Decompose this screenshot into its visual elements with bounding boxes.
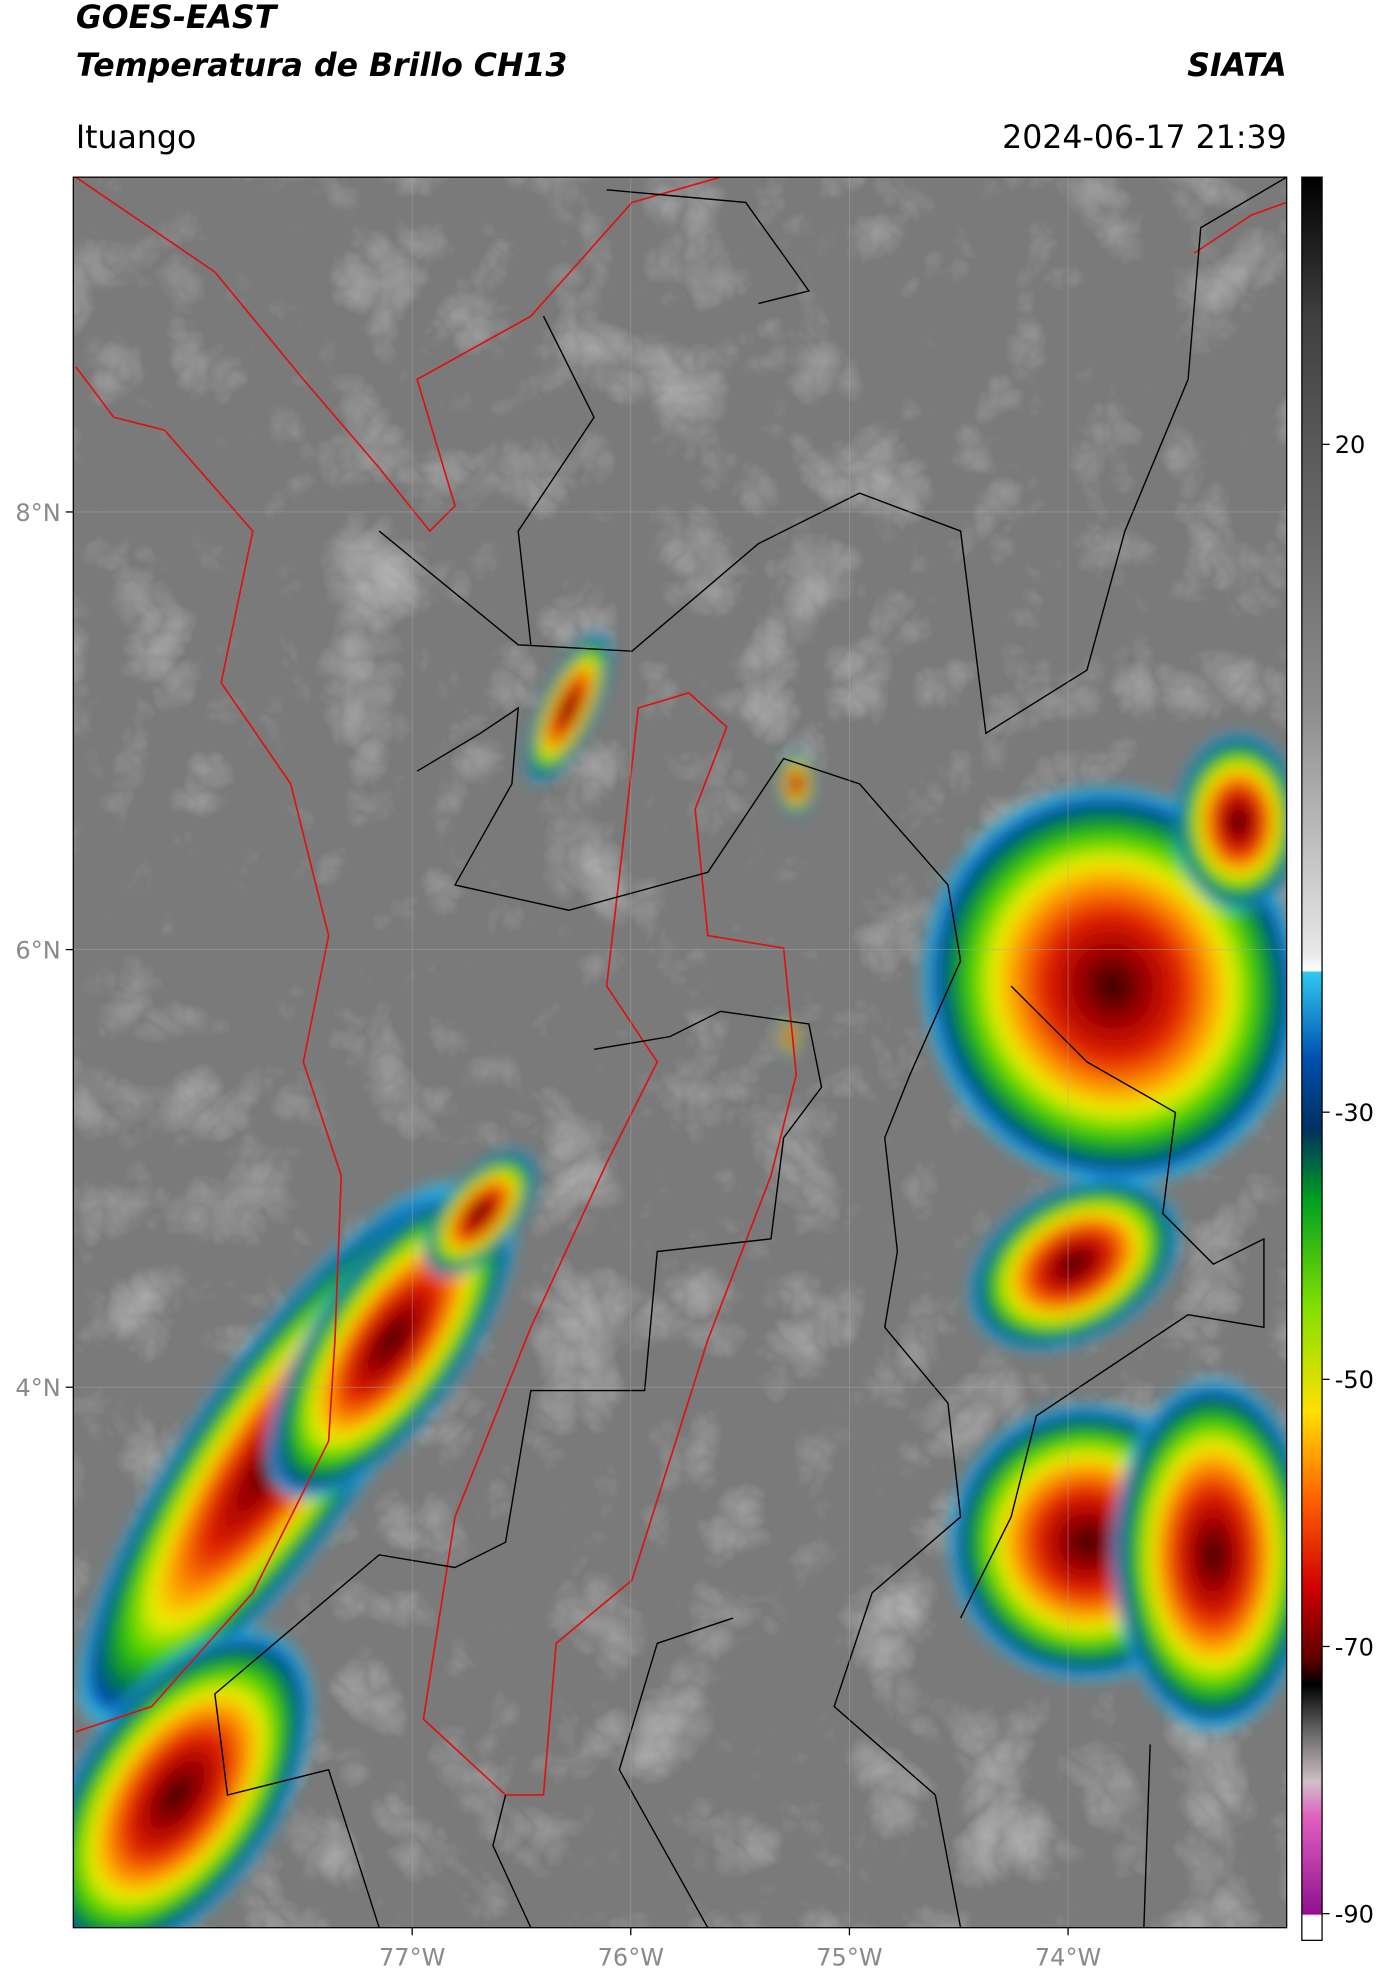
storm-cell xyxy=(423,1150,538,1277)
colorbar-tick-label: -70 xyxy=(1335,1633,1374,1661)
colorbar xyxy=(1301,176,1323,1941)
storm-cell xyxy=(1175,733,1287,911)
colorbar-tick-label: -90 xyxy=(1335,1900,1374,1928)
title: GOES-EAST xyxy=(76,0,279,36)
subtitle: Temperatura de Brillo CH13 xyxy=(76,48,568,84)
lat-tick-label: 4°N xyxy=(15,1374,60,1402)
colorbar-tick-label: 20 xyxy=(1335,431,1366,459)
lon-tick-label: 76°W xyxy=(598,1944,664,1972)
map-frame xyxy=(72,176,1288,1929)
storm-cell xyxy=(777,752,816,816)
lon-tick-label: 77°W xyxy=(379,1944,445,1972)
lon-tick-label: 75°W xyxy=(816,1944,882,1972)
organization: SIATA xyxy=(1187,48,1286,84)
lat-tick-label: 8°N xyxy=(15,499,60,527)
lon-tick-label: 74°W xyxy=(1035,1944,1101,1972)
map-image xyxy=(73,177,1287,1928)
location: Ituango xyxy=(76,120,196,156)
datetime: 2024-06-17 21:39 xyxy=(1002,120,1287,156)
storm-cell xyxy=(779,1013,801,1060)
storm-cell xyxy=(73,1629,314,1928)
colorbar-tick-label: -50 xyxy=(1335,1366,1374,1394)
colorbar-tick-label: -30 xyxy=(1335,1099,1374,1127)
lat-tick-label: 6°N xyxy=(15,936,60,964)
storm-cell xyxy=(968,1177,1180,1352)
storm-cell xyxy=(1112,1377,1287,1732)
storm-cell xyxy=(525,632,612,784)
